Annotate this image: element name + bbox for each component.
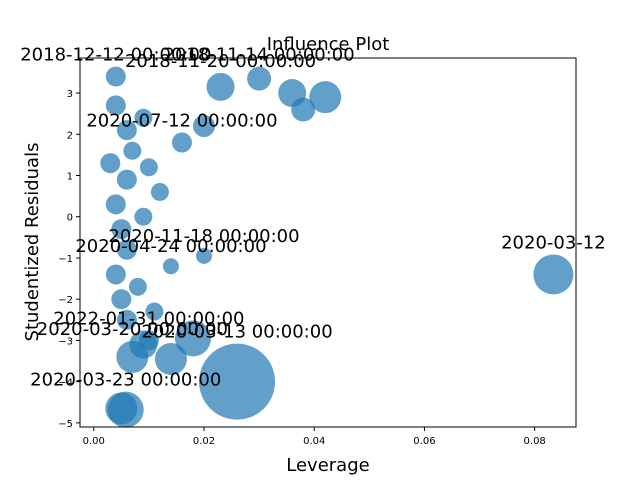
data-point (199, 343, 276, 420)
data-point (111, 219, 132, 240)
y-tick-label: 0 (67, 213, 73, 224)
y-tick-label: 1 (67, 172, 73, 183)
data-point (105, 392, 138, 425)
scatter-markers (100, 66, 574, 428)
x-axis-ticks: 0.00 0.02 0.04 0.06 0.08 (83, 427, 546, 447)
y-tick-label: −3 (58, 336, 73, 347)
data-point (247, 66, 272, 91)
data-point (533, 254, 574, 295)
point-label: 2020-03-13 00:00:00 (141, 322, 332, 343)
point-label: 2018-12-12 00:00:00 (20, 45, 211, 66)
data-point (206, 72, 235, 101)
data-point (171, 132, 192, 153)
data-point (105, 194, 126, 215)
plot-frame (79, 57, 577, 428)
data-point (134, 108, 153, 127)
point-label: 2020-04-24 00:00:00 (75, 236, 266, 257)
point-label: 2018-11-20 00:00:00 (125, 51, 316, 72)
x-tick-label: 0.02 (193, 436, 215, 447)
data-point (116, 120, 137, 141)
data-point (128, 277, 147, 296)
data-point (105, 95, 126, 116)
data-point (139, 158, 158, 177)
data-point (154, 342, 187, 375)
data-point (145, 302, 164, 321)
point-label: 2020-03-23 00:00:00 (30, 370, 221, 391)
y-axis-ticks: −5 −4 −3 −2 −1 0 1 2 3 (58, 89, 80, 430)
point-label: 2022-01-31 00:00:00 (53, 308, 244, 329)
y-tick-label: 2 (67, 130, 73, 141)
point-label: 2020-03-12 (501, 232, 606, 253)
data-point (105, 66, 126, 87)
data-point (105, 264, 126, 285)
y-tick-label: −4 (58, 378, 73, 389)
x-axis-title: Leverage (286, 455, 369, 476)
data-point (174, 320, 211, 357)
y-tick-label: −2 (58, 295, 73, 306)
y-tick-label: −5 (58, 419, 73, 430)
plot-title: Influence Plot (267, 34, 390, 55)
y-axis-title: Studentized Residuals (22, 143, 43, 342)
data-point (123, 141, 142, 160)
data-point (193, 115, 215, 138)
data-point (138, 330, 159, 351)
data-point (100, 153, 121, 174)
data-point (291, 97, 316, 122)
data-point (134, 207, 153, 226)
data-point (116, 309, 137, 330)
x-tick-label: 0.06 (413, 436, 435, 447)
point-label: 2020-11-18 00:00:00 (108, 226, 299, 247)
data-point (111, 289, 132, 310)
data-point (309, 81, 342, 114)
x-tick-label: 0.04 (303, 436, 325, 447)
point-label: 2020-07-12 00:00:00 (86, 111, 277, 132)
data-point (116, 169, 137, 190)
point-label: 2020-03-20 00:00:00 (37, 319, 228, 340)
point-annotations: 2020-03-12 2020-03-13 00:00:00 2020-03-23 … (20, 45, 605, 391)
x-tick-label: 0.00 (83, 436, 105, 447)
data-point (116, 239, 137, 260)
data-point (150, 182, 169, 201)
y-tick-label: −1 (58, 254, 73, 265)
x-tick-label: 0.08 (524, 436, 546, 447)
data-point (162, 258, 179, 275)
data-point (196, 247, 212, 264)
y-tick-label: 3 (67, 89, 73, 100)
point-label: 2018-11-14 00:00:00 (164, 45, 355, 66)
